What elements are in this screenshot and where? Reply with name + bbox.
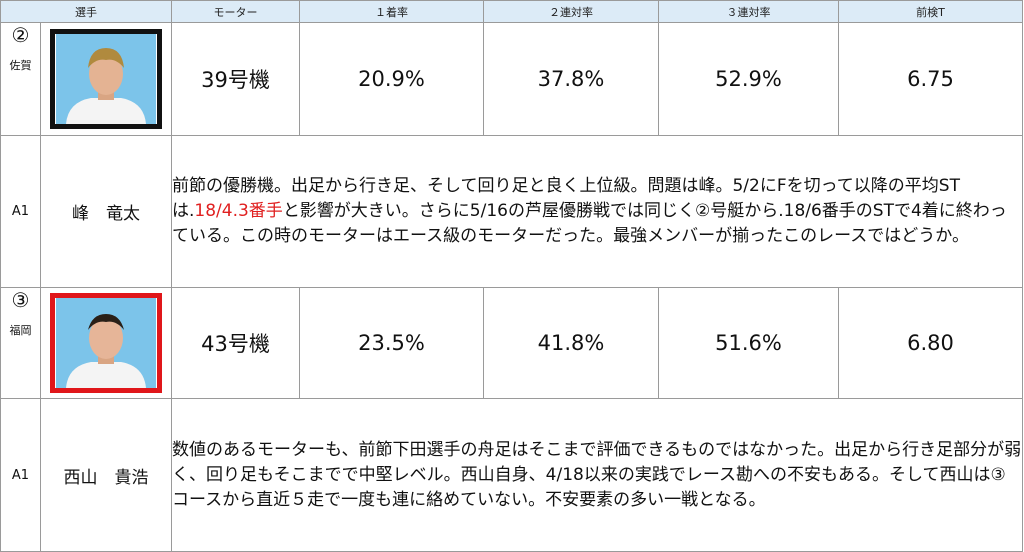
racer-2-win-rate: 23.5%	[299, 287, 484, 399]
racer-1-comment-row: A1 峰 竜太 前節の優勝機。出足から行き足、そして回り足と良く上位級。問題は峰…	[0, 135, 1023, 288]
racer-1-trio-rate: 52.9%	[658, 22, 839, 136]
racer-2-lane: ③	[11, 288, 30, 312]
racer-1-lane: ②	[11, 23, 30, 47]
racer-1-quinella-rate: 37.8%	[483, 22, 659, 136]
racer-2-name: 西山 貴浩	[40, 398, 172, 552]
racer-2-prefecture: 福岡	[9, 324, 32, 337]
racer-2-trio-rate: 51.6%	[658, 287, 839, 399]
racer-1-comment: 前節の優勝機。出足から行き足、そして回り足と良く上位級。問題は峰。5/2にFを切…	[171, 135, 1023, 288]
racer-1-comment-text: 前節の優勝機。出足から行き足、そして回り足と良く上位級。問題は峰。5/2にFを切…	[172, 176, 960, 221]
header-win-rate: １着率	[299, 0, 484, 23]
racer-2-stats-row: ③ 福岡 43号機 23.5% 41.8% 51.6% 6.80	[0, 287, 1023, 399]
racer-1-comment-highlight: 18/4.3番手	[194, 201, 283, 221]
racer-2-rank: A1	[0, 398, 41, 552]
racer-2-comment-row: A1 西山 貴浩 数値のあるモーターも、前節下田選手の舟足はそこまで評価できるも…	[0, 398, 1023, 552]
header-trio-rate: ３連対率	[658, 0, 839, 23]
racer-1-prefecture: 佐賀	[9, 59, 32, 72]
racer-2-pre-time: 6.80	[838, 287, 1023, 399]
header-motor: モーター	[171, 0, 300, 23]
racer-2-photo-cell	[40, 287, 172, 399]
racer-2-quinella-rate: 41.8%	[483, 287, 659, 399]
racer-2-photo	[50, 293, 162, 393]
header-racer: 選手	[0, 0, 172, 23]
racer-1-motor: 39号機	[171, 22, 300, 136]
racer-2-comment: 数値のあるモーターも、前節下田選手の舟足はそこまで評価できるものではなかった。出…	[171, 398, 1023, 552]
racer-1-photo	[50, 29, 162, 129]
header-pre-time: 前検T	[838, 0, 1023, 23]
header-row: 選手 モーター １着率 ２連対率 ３連対率 前検T	[0, 0, 1023, 23]
racer-1-name: 峰 竜太	[40, 135, 172, 288]
racer-1-comment-text-rest: と影響が大きい。さらに5/16の芦屋優勝戦では同じく②号艇から.18/6番手のS…	[172, 201, 1007, 246]
racer-1-pre-time: 6.75	[838, 22, 1023, 136]
racer-2-motor: 43号機	[171, 287, 300, 399]
racer-1-win-rate: 20.9%	[299, 22, 484, 136]
racer-1-stats-row: ② 佐賀 39号機 20.9% 37.8% 52.9% 6.75	[0, 22, 1023, 136]
racer-1-photo-cell	[40, 22, 172, 136]
racer-1-rank: A1	[0, 135, 41, 288]
racer-2-lane-cell: ③ 福岡	[0, 287, 41, 399]
header-quinella-rate: ２連対率	[483, 0, 659, 23]
racer-2-portrait-icon	[56, 298, 156, 388]
racer-1-lane-cell: ② 佐賀	[0, 22, 41, 136]
racer-1-portrait-icon	[56, 34, 156, 124]
